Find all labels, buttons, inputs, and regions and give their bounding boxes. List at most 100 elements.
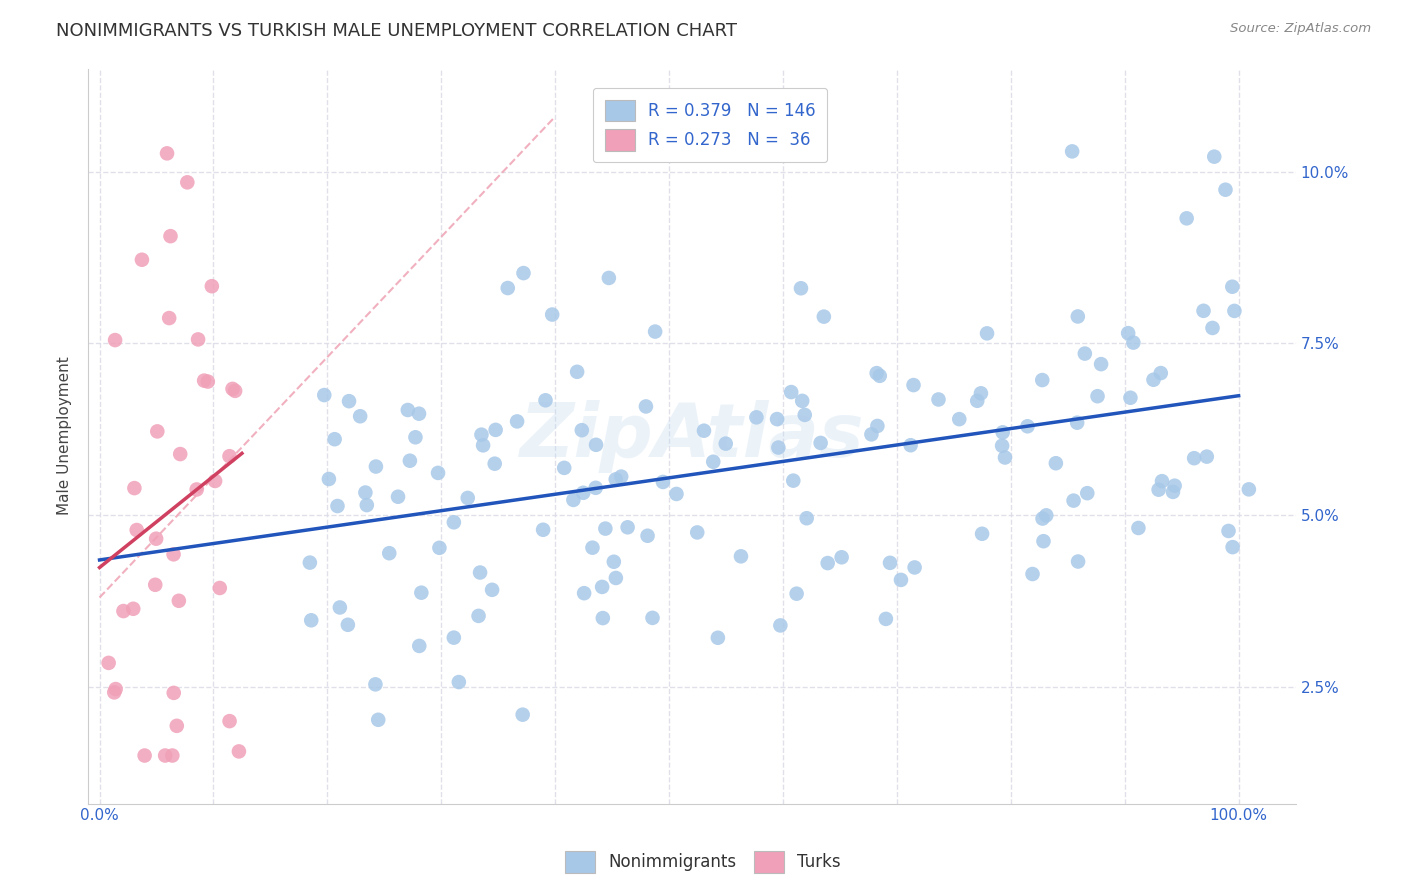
Point xyxy=(644,325,666,339)
Point xyxy=(204,474,226,488)
Point xyxy=(326,499,349,513)
Point xyxy=(97,656,120,670)
Point xyxy=(780,385,803,400)
Point xyxy=(104,681,127,696)
Point xyxy=(354,485,377,500)
Point xyxy=(994,450,1017,465)
Point xyxy=(591,580,613,594)
Point xyxy=(1035,508,1057,523)
Point xyxy=(457,491,479,505)
Point xyxy=(790,281,813,295)
Point xyxy=(208,581,231,595)
Point xyxy=(714,436,737,450)
Point xyxy=(991,439,1014,453)
Point xyxy=(1237,483,1260,497)
Point xyxy=(166,719,188,733)
Point xyxy=(112,604,135,618)
Point xyxy=(652,475,675,489)
Point xyxy=(1119,391,1142,405)
Point xyxy=(1204,150,1226,164)
Text: NONIMMIGRANTS VS TURKISH MALE UNEMPLOYMENT CORRELATION CHART: NONIMMIGRANTS VS TURKISH MALE UNEMPLOYME… xyxy=(56,22,737,40)
Point xyxy=(890,573,912,587)
Text: ZipAtlas: ZipAtlas xyxy=(520,400,865,473)
Point xyxy=(768,441,790,455)
Point xyxy=(562,492,585,507)
Point xyxy=(693,424,716,438)
Point xyxy=(585,481,607,495)
Point xyxy=(592,611,614,625)
Point xyxy=(616,520,638,534)
Point xyxy=(162,547,184,561)
Point xyxy=(399,454,422,468)
Point xyxy=(1147,483,1170,497)
Point xyxy=(792,393,814,408)
Point xyxy=(1116,326,1139,340)
Legend: R = 0.379   N = 146, R = 0.273   N =  36: R = 0.379 N = 146, R = 0.273 N = 36 xyxy=(593,88,827,162)
Legend: Nonimmigrants, Turks: Nonimmigrants, Turks xyxy=(558,845,848,880)
Point xyxy=(966,393,988,408)
Point xyxy=(927,392,949,407)
Point xyxy=(585,438,607,452)
Point xyxy=(1215,183,1237,197)
Point xyxy=(103,685,125,699)
Point xyxy=(176,175,198,189)
Point xyxy=(810,436,832,450)
Point xyxy=(167,594,190,608)
Point xyxy=(472,438,495,452)
Point xyxy=(1090,357,1112,371)
Point xyxy=(187,332,209,346)
Point xyxy=(157,311,180,326)
Point xyxy=(1142,373,1164,387)
Point xyxy=(364,677,387,691)
Point xyxy=(637,529,659,543)
Point xyxy=(337,394,360,409)
Point xyxy=(169,447,191,461)
Point xyxy=(125,523,148,537)
Point xyxy=(314,388,336,402)
Point xyxy=(512,707,534,722)
Point xyxy=(1218,524,1240,538)
Point xyxy=(581,541,603,555)
Text: Source: ZipAtlas.com: Source: ZipAtlas.com xyxy=(1230,22,1371,36)
Point xyxy=(323,432,346,446)
Point xyxy=(496,281,519,295)
Point xyxy=(156,146,179,161)
Point xyxy=(610,469,633,483)
Point xyxy=(299,613,322,627)
Point xyxy=(1087,389,1109,403)
Point xyxy=(1031,373,1053,387)
Point xyxy=(1063,493,1085,508)
Point xyxy=(1017,419,1039,434)
Point xyxy=(411,585,433,599)
Point xyxy=(970,526,993,541)
Point xyxy=(1222,540,1244,554)
Point xyxy=(193,374,215,388)
Point xyxy=(860,427,883,442)
Point xyxy=(976,326,998,341)
Point xyxy=(903,378,925,392)
Point xyxy=(356,498,378,512)
Point xyxy=(531,523,554,537)
Point xyxy=(1045,456,1067,470)
Point xyxy=(367,713,389,727)
Point xyxy=(665,487,688,501)
Point xyxy=(603,555,626,569)
Point xyxy=(145,532,167,546)
Point xyxy=(485,423,508,437)
Point xyxy=(153,748,176,763)
Point xyxy=(571,423,593,437)
Point xyxy=(470,427,492,442)
Point xyxy=(793,408,815,422)
Point xyxy=(1161,484,1184,499)
Point xyxy=(484,457,506,471)
Point xyxy=(1182,451,1205,466)
Point xyxy=(703,130,725,145)
Point xyxy=(598,271,620,285)
Point xyxy=(866,366,889,380)
Point xyxy=(1067,310,1090,324)
Point xyxy=(786,587,808,601)
Point xyxy=(1076,486,1098,500)
Point xyxy=(104,333,127,347)
Point xyxy=(221,382,243,396)
Point xyxy=(831,550,853,565)
